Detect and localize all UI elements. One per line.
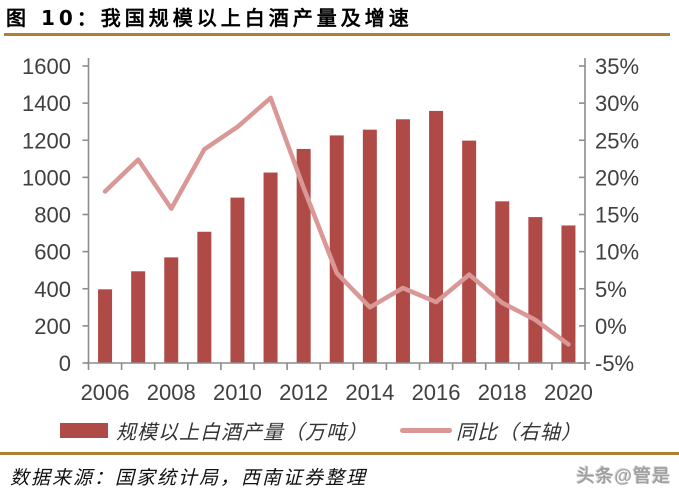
- x-axis-label: 2006: [81, 380, 130, 405]
- bar-2013: [329, 135, 344, 363]
- figure-title: 图 10：我国规模以上白酒产量及增速: [6, 6, 413, 30]
- right-axis-label: 10%: [595, 240, 639, 265]
- bar-2010: [230, 197, 245, 363]
- legend-label-growth: 同比（右轴）: [456, 419, 582, 444]
- right-axis-label: 15%: [595, 203, 639, 228]
- left-axis-label: 600: [34, 240, 71, 265]
- bar-2007: [131, 271, 146, 363]
- x-axis-label: 2016: [412, 380, 461, 405]
- legend-label-production: 规模以上白酒产量（万吨）: [116, 419, 368, 444]
- bar-2008: [164, 257, 179, 363]
- left-axis-label: 1000: [22, 165, 71, 190]
- bar-2018: [495, 201, 510, 363]
- title-underline: [4, 33, 670, 36]
- growth-line: [102, 95, 571, 347]
- left-axis-label: 1600: [22, 54, 71, 79]
- left-axis-label: 1400: [22, 91, 71, 116]
- line-series-swatch: [400, 427, 452, 433]
- bar-2014: [362, 129, 377, 363]
- x-axis-label: 2014: [345, 380, 394, 405]
- bar-series-swatch: [60, 422, 108, 438]
- left-axis-label: 1200: [22, 128, 71, 153]
- right-axis-label: 0%: [595, 314, 627, 339]
- left-axis-label: 0: [59, 351, 71, 376]
- left-axis-label: 800: [34, 203, 71, 228]
- legend-item-growth: 同比（右轴）: [400, 416, 582, 445]
- bar-2006: [98, 289, 113, 363]
- bar-2020: [561, 225, 576, 363]
- bar-2017: [462, 140, 477, 363]
- x-axis-label: 2020: [544, 380, 593, 405]
- chart-legend: 规模以上白酒产量（万吨） 同比（右轴）: [60, 416, 582, 444]
- left-axis-label: 200: [34, 314, 71, 339]
- legend-item-production: 规模以上白酒产量（万吨）: [60, 416, 368, 445]
- right-axis-label: 5%: [595, 277, 627, 302]
- bar-2016: [429, 110, 444, 363]
- right-axis-label: -5%: [595, 351, 634, 376]
- x-axis-label: 2010: [213, 380, 262, 405]
- bar-2015: [395, 119, 410, 363]
- bar-2019: [528, 217, 543, 363]
- bar-2009: [197, 231, 212, 363]
- x-axis-label: 2012: [279, 380, 328, 405]
- x-axis-label: 2018: [478, 380, 527, 405]
- bar-2011: [263, 172, 278, 363]
- source-note: 数据来源：国家统计局，西南证券整理: [10, 467, 368, 489]
- left-axis-label: 400: [34, 277, 71, 302]
- right-axis-label: 35%: [595, 54, 639, 79]
- footer-rule: [0, 452, 679, 455]
- production-growth-chart: 0 200 400 600 800 1000 1200 1400 1600 -5% 0% 5% 10% 1…: [22, 54, 639, 405]
- right-axis-label: 25%: [595, 128, 639, 153]
- right-axis-label: 30%: [595, 91, 639, 116]
- right-axis-label: 20%: [595, 165, 639, 190]
- toutiao-watermark: 头条@管是: [576, 466, 671, 486]
- x-axis-label: 2008: [147, 380, 196, 405]
